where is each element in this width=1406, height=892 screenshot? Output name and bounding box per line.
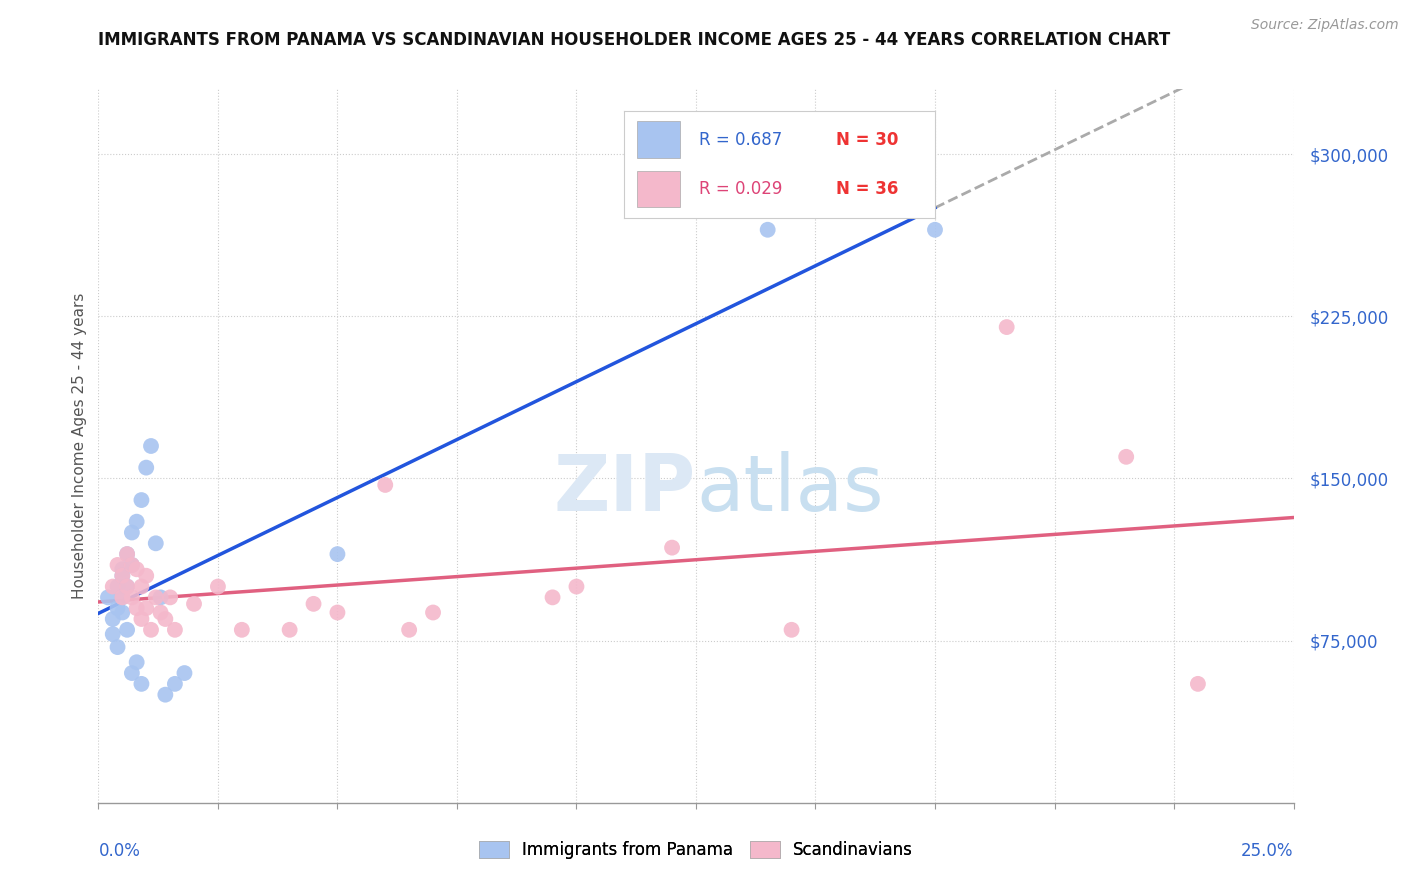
Point — [131, 580, 153, 594]
Point — [101, 580, 124, 594]
Point — [163, 623, 186, 637]
Point — [115, 547, 138, 561]
Point — [159, 591, 181, 605]
Point — [422, 606, 444, 620]
Point — [1187, 677, 1209, 691]
Point — [121, 591, 143, 605]
Point — [121, 666, 143, 681]
Point — [924, 223, 946, 237]
Point — [115, 580, 138, 594]
Point — [326, 547, 349, 561]
Point — [1115, 450, 1137, 464]
Point — [101, 612, 124, 626]
Point — [149, 606, 172, 620]
Point — [125, 601, 148, 615]
Point — [145, 591, 167, 605]
Point — [139, 439, 162, 453]
Point — [756, 223, 779, 237]
Point — [125, 655, 148, 669]
Point — [398, 623, 420, 637]
Point — [115, 580, 138, 594]
Point — [97, 591, 120, 605]
Point — [163, 677, 186, 691]
Text: Source: ZipAtlas.com: Source: ZipAtlas.com — [1251, 18, 1399, 32]
Point — [107, 558, 129, 572]
Point — [278, 623, 301, 637]
Point — [111, 591, 134, 605]
Point — [131, 677, 153, 691]
Point — [995, 320, 1018, 334]
Point — [101, 627, 124, 641]
Point — [155, 688, 177, 702]
Text: atlas: atlas — [696, 450, 883, 527]
Point — [135, 460, 157, 475]
Point — [131, 493, 153, 508]
Point — [302, 597, 325, 611]
Point — [111, 562, 134, 576]
Point — [115, 547, 138, 561]
Point — [149, 591, 172, 605]
Text: 0.0%: 0.0% — [98, 842, 141, 860]
Point — [115, 623, 138, 637]
Point — [111, 568, 134, 582]
Point — [121, 558, 143, 572]
Point — [155, 612, 177, 626]
Point — [125, 562, 148, 576]
Point — [121, 525, 143, 540]
Point — [231, 623, 253, 637]
Point — [111, 591, 134, 605]
Point — [207, 580, 229, 594]
Y-axis label: Householder Income Ages 25 - 44 years: Householder Income Ages 25 - 44 years — [72, 293, 87, 599]
Point — [139, 623, 162, 637]
Point — [565, 580, 588, 594]
Point — [326, 606, 349, 620]
Point — [107, 580, 129, 594]
Point — [780, 623, 803, 637]
Point — [173, 666, 195, 681]
Point — [135, 568, 157, 582]
Point — [183, 597, 205, 611]
Point — [107, 640, 129, 654]
Text: ZIP: ZIP — [554, 450, 696, 527]
Point — [135, 601, 157, 615]
Legend: Immigrants from Panama, Scandinavians: Immigrants from Panama, Scandinavians — [472, 834, 920, 866]
Point — [107, 601, 129, 615]
Point — [125, 515, 148, 529]
Point — [374, 478, 396, 492]
Point — [111, 606, 134, 620]
Point — [541, 591, 564, 605]
Point — [131, 612, 153, 626]
Text: 25.0%: 25.0% — [1241, 842, 1294, 860]
Point — [121, 558, 143, 572]
Point — [111, 568, 134, 582]
Point — [145, 536, 167, 550]
Text: IMMIGRANTS FROM PANAMA VS SCANDINAVIAN HOUSEHOLDER INCOME AGES 25 - 44 YEARS COR: IMMIGRANTS FROM PANAMA VS SCANDINAVIAN H… — [98, 31, 1171, 49]
Point — [661, 541, 683, 555]
